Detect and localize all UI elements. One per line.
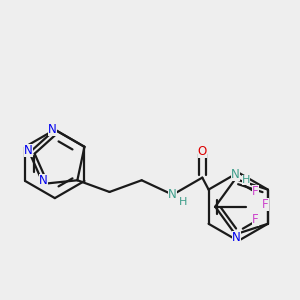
Text: N: N	[231, 168, 240, 181]
Text: H: H	[179, 197, 188, 207]
Text: N: N	[48, 123, 57, 136]
Text: N: N	[168, 188, 177, 201]
Text: F: F	[262, 198, 268, 211]
Text: N: N	[39, 174, 48, 187]
Text: F: F	[252, 213, 259, 226]
Text: N: N	[232, 231, 241, 244]
Text: H: H	[242, 175, 250, 185]
Text: N: N	[24, 144, 33, 157]
Text: F: F	[252, 185, 259, 198]
Text: O: O	[198, 146, 207, 158]
